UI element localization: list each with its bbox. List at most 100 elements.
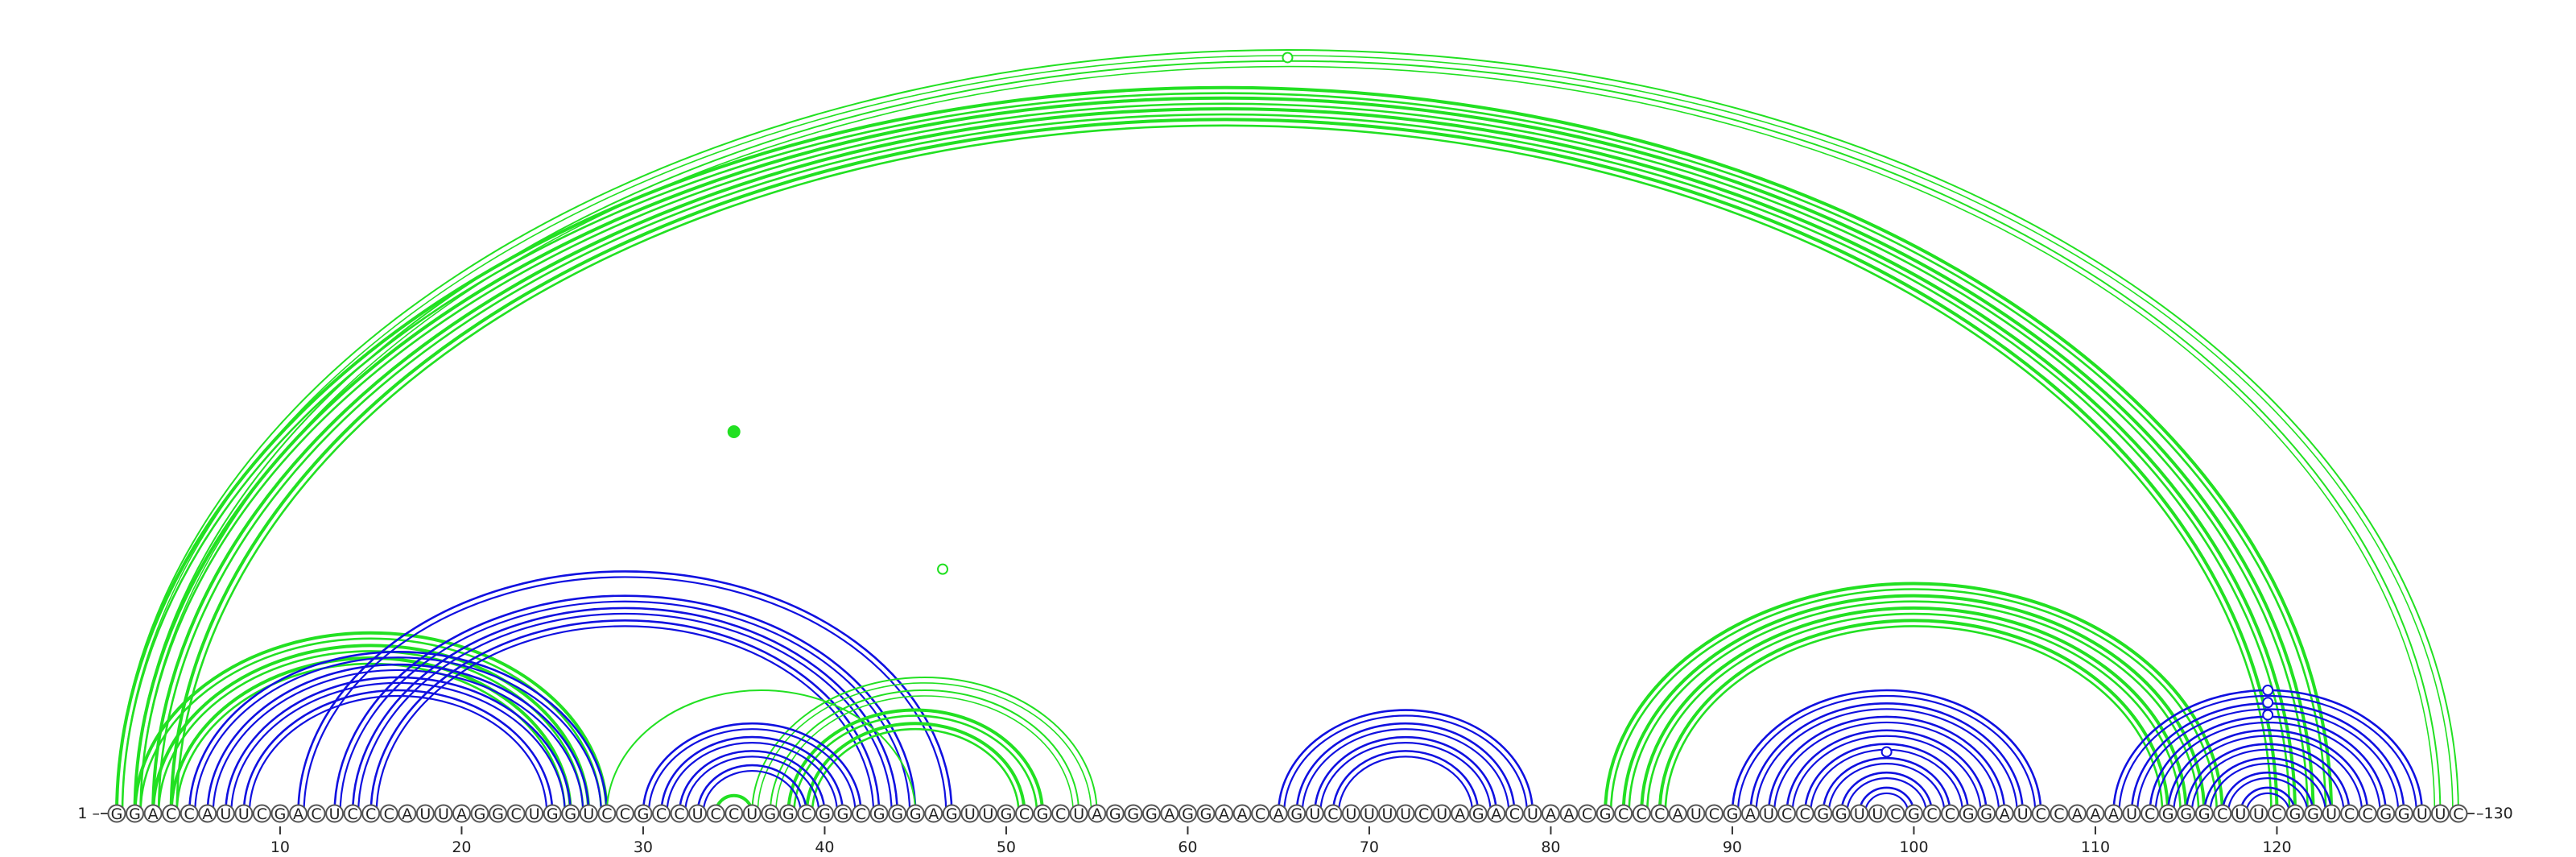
nucleotide-60: G (1178, 804, 1197, 823)
arc-blue-8-25 (242, 689, 554, 814)
nucleotide-78: C (1505, 804, 1524, 823)
position-axis: 10 20 30 40 50 60 70 80 90 100 110 120 (270, 826, 2292, 856)
arc-green-2-122 (133, 96, 2315, 814)
arc-blue-11-47-inner (303, 576, 947, 814)
nucleotide-letter: G (129, 805, 141, 823)
arc-blue-68-76 (1331, 750, 1480, 814)
nucleotide-56: G (1105, 804, 1125, 823)
tick-label-50: 50 (997, 838, 1016, 856)
nucleotide-126: G (2376, 804, 2396, 823)
nucleotide-circle (162, 804, 181, 823)
nucleotide-24: U (525, 804, 544, 823)
nucleotide-96: G (1831, 804, 1851, 823)
nucleotide-letter: G (819, 805, 831, 823)
nucleotide-letter: G (1127, 805, 1139, 823)
nucleotide-letter: G (910, 805, 922, 823)
nucleotide-letter: G (1290, 805, 1302, 823)
nucleotide-93: C (1777, 804, 1797, 823)
nucleotide-circle (670, 804, 689, 823)
nucleotide-circle (1922, 804, 1942, 823)
markers-layer (727, 52, 2274, 758)
nucleotide-circle (978, 804, 997, 823)
nucleotide-118: U (2231, 804, 2250, 823)
nucleotide-letter: A (2090, 805, 2100, 823)
nucleotide-65: A (1269, 804, 1288, 823)
nucleotide-circle (379, 804, 398, 823)
arc-green-1-123-inner (121, 92, 2327, 814)
arc-green-86-114 (1657, 619, 2170, 814)
nucleotide-letter: C (1019, 805, 1030, 823)
nucleotide-letter: A (1491, 805, 1501, 823)
nucleotide-95: G (1814, 804, 1833, 823)
arc-green-3-27-inner (157, 650, 584, 814)
nucleotide-circle (452, 804, 471, 823)
nucleotide-letter: G (492, 805, 504, 823)
arc-blue-90-107 (1731, 689, 2042, 814)
nucleotide-circle (434, 804, 453, 823)
nucleotide-101: C (1922, 804, 1942, 823)
nucleotide-circle (2376, 804, 2396, 823)
arc-green-39-51 (804, 722, 1026, 814)
nucleotide-letter: G (2162, 805, 2174, 823)
nucleotide-57: G (1124, 804, 1143, 823)
arc-green-1-123 (115, 85, 2334, 814)
nucleotide-9: C (252, 804, 271, 823)
arc-green-2-28-inner (139, 637, 603, 814)
nucleotide-letter: U (2017, 805, 2029, 823)
nucleotide-106: U (2013, 804, 2033, 823)
nucleotide-circle (2177, 804, 2196, 823)
nucleotide-37: G (761, 804, 780, 823)
nucleotide-letter: C (510, 805, 521, 823)
nucleotide-77: A (1487, 804, 1506, 823)
nucleotide-circle (815, 804, 834, 823)
nucleotide-letter: C (711, 805, 721, 823)
nucleotide-108: C (2050, 804, 2069, 823)
nucleotide-letter: G (1600, 805, 1612, 823)
arc-blue-94-103 (1803, 743, 1970, 814)
arc-blue-65-79 (1277, 709, 1534, 814)
nucleotide-121: G (2285, 804, 2305, 823)
nucleotide-letter: G (837, 805, 849, 823)
arc-green-83-117 (1604, 582, 2224, 814)
nucleotide-circle (2122, 804, 2141, 823)
nucleotide-67: U (1305, 804, 1324, 823)
nucleotide-117: C (2213, 804, 2232, 823)
arc-blue-95-102-inner (1827, 763, 1946, 814)
nucleotide-53: C (1051, 804, 1071, 823)
nucleotide-69: U (1341, 804, 1360, 823)
nucleotide-circle (1088, 804, 1107, 823)
nucleotide-16: C (379, 804, 398, 823)
nucleotide-circle (1305, 804, 1324, 823)
nucleotide-letter: C (601, 805, 612, 823)
nucleotide-circle (1414, 804, 1434, 823)
nucleotide-34: C (706, 804, 725, 823)
nucleotide-letter: A (1546, 805, 1556, 823)
nucleotide-letter: U (1436, 805, 1447, 823)
nucleotide-80: A (1541, 804, 1560, 823)
nucleotide-112: U (2122, 804, 2141, 823)
nucleotide-letter: U (583, 805, 594, 823)
nucleotide-122: G (2304, 804, 2323, 823)
nucleotide-circle (1614, 804, 1633, 823)
nucleotide-109: A (2067, 804, 2087, 823)
nucleotide-circle (2304, 804, 2323, 823)
arc-blue-15-43-inner (375, 625, 875, 814)
nucleotide-letter: G (782, 805, 795, 823)
arc-marker-6 (2262, 697, 2274, 709)
nucleotide-circle (307, 804, 326, 823)
nucleotide-circle (1105, 804, 1125, 823)
nucleotide-84: C (1614, 804, 1633, 823)
arc-blue-96-101 (1839, 771, 1934, 814)
arc-blue-66-78 (1295, 722, 1516, 814)
nucleotide-letter: A (1274, 805, 1284, 823)
nucleotide-circle (1396, 804, 1415, 823)
nucleotide-52: G (1033, 804, 1052, 823)
nucleotide-85: C (1632, 804, 1651, 823)
tick-label-20: 20 (452, 838, 471, 856)
nucleotide-letter: U (1854, 805, 1865, 823)
nucleotide-letter: A (293, 805, 303, 823)
arc-blue-117-122 (2221, 771, 2314, 814)
arc-blue-93-104 (1785, 729, 1988, 814)
nucleotide-circle (216, 804, 235, 823)
